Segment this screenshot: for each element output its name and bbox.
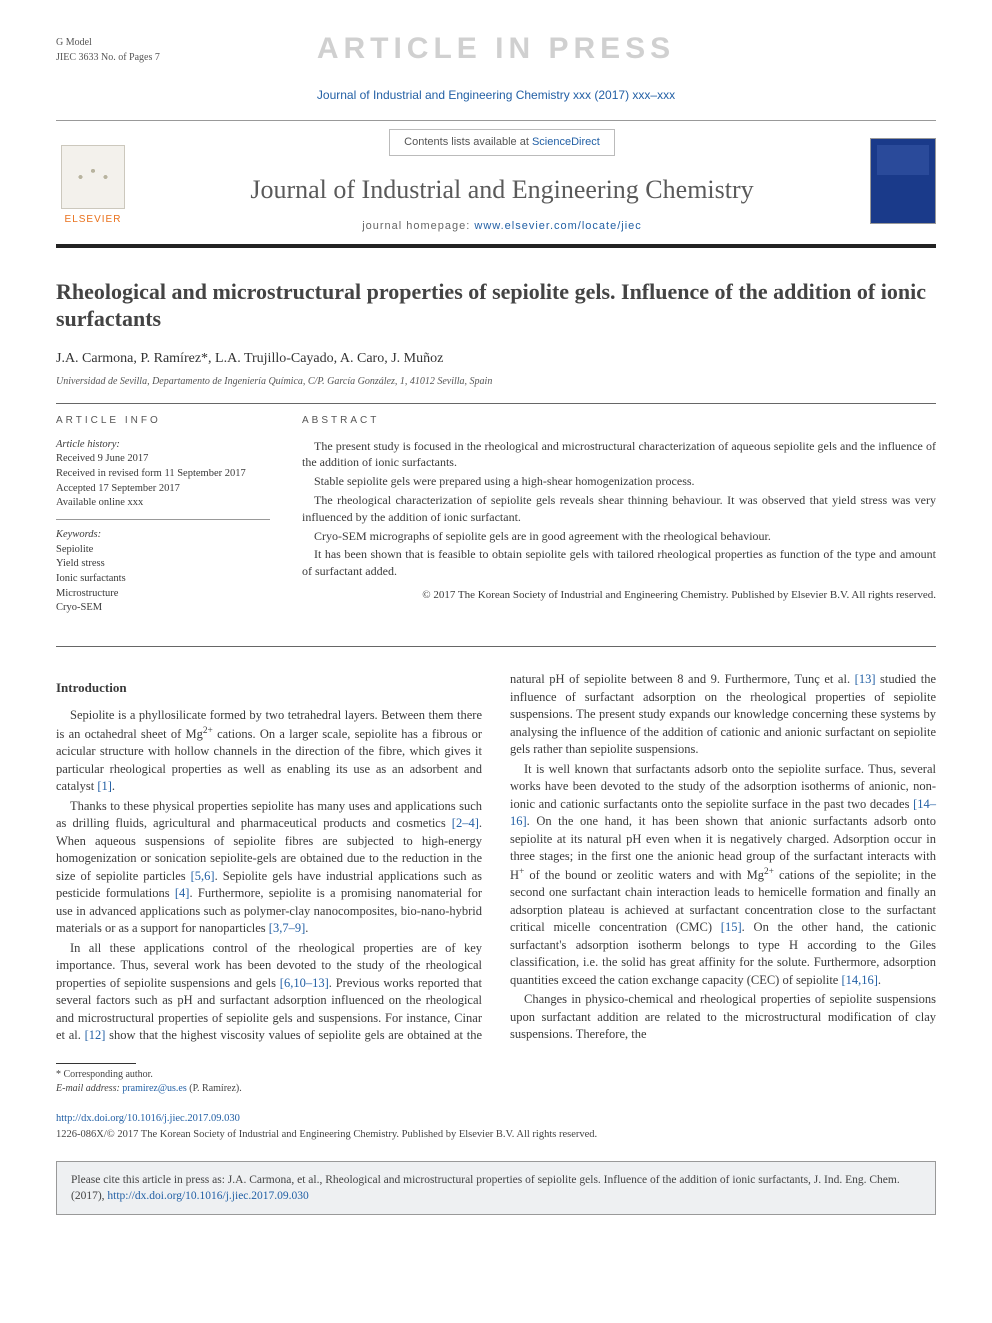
doi-line: http://dx.doi.org/10.1016/j.jiec.2017.09… (56, 1112, 936, 1127)
citation-link[interactable]: [15] (721, 920, 742, 934)
citation-link[interactable]: [2–4] (452, 816, 479, 830)
citation-link[interactable]: [5,6] (191, 869, 215, 883)
abstract-p: Cryo-SEM micrographs of sepiolite gels a… (302, 528, 936, 545)
citation-link[interactable]: [12] (85, 1028, 106, 1042)
citation-link[interactable]: [1] (97, 779, 112, 793)
elsevier-word: ELSEVIER (65, 213, 122, 227)
contents-available: Contents lists available at ScienceDirec… (389, 129, 615, 156)
journal-homepage: journal homepage: www.elsevier.com/locat… (148, 219, 856, 234)
history-accepted: Accepted 17 September 2017 (56, 483, 180, 494)
history-revised: Received in revised form 11 September 20… (56, 468, 246, 479)
citation-box: Please cite this article in press as: J.… (56, 1161, 936, 1215)
citation-link[interactable]: [4] (175, 886, 190, 900)
keyword: Yield stress (56, 558, 105, 569)
doi-link[interactable]: http://dx.doi.org/10.1016/j.jiec.2017.09… (56, 1113, 240, 1124)
abstract-copyright: © 2017 The Korean Society of Industrial … (302, 588, 936, 603)
article-title: Rheological and microstructural properti… (56, 278, 936, 333)
keyword: Sepiolite (56, 544, 93, 555)
history-online: Available online xxx (56, 497, 143, 508)
body-paragraph: Thanks to these physical properties sepi… (56, 798, 482, 938)
citation-doi-link[interactable]: http://dx.doi.org/10.1016/j.jiec.2017.09… (107, 1190, 308, 1202)
elsevier-logo: ELSEVIER (56, 135, 130, 227)
keyword: Ionic surfactants (56, 573, 126, 584)
citation-link[interactable]: [3,7–9] (269, 921, 305, 935)
introduction-heading: Introduction (56, 679, 482, 697)
elsevier-tree-icon (61, 145, 125, 209)
issn-line: 1226-086X/© 2017 The Korean Society of I… (56, 1128, 936, 1143)
abstract-p: The rheological characterization of sepi… (302, 492, 936, 526)
abstract-p: Stable sepiolite gels were prepared usin… (302, 473, 936, 490)
homepage-link[interactable]: www.elsevier.com/locate/jiec (474, 220, 641, 232)
article-info-column: ARTICLE INFO Article history: Received 9… (56, 404, 286, 647)
contents-prefix: Contents lists available at (404, 136, 532, 148)
journal-cover-icon (870, 138, 936, 224)
watermark-text: ARTICLE IN PRESS (317, 28, 675, 70)
citation-link[interactable]: [6,10–13] (280, 976, 329, 990)
abstract-column: ABSTRACT The present study is focused in… (286, 404, 936, 647)
keyword: Cryo-SEM (56, 602, 102, 613)
footnote-rule (56, 1063, 136, 1064)
abstract-head: ABSTRACT (302, 414, 936, 428)
email-link[interactable]: pramirez@us.es (122, 1083, 186, 1094)
sciencedirect-link[interactable]: ScienceDirect (532, 136, 600, 148)
abstract-p: It has been shown that is feasible to ob… (302, 546, 936, 580)
footnote-corresponding: * Corresponding author. (56, 1068, 936, 1082)
history-label: Article history: (56, 439, 120, 450)
homepage-prefix: journal homepage: (362, 220, 474, 232)
authors: J.A. Carmona, P. Ramírez*, L.A. Trujillo… (56, 349, 936, 369)
citation-link[interactable]: [14,16] (841, 973, 877, 987)
article-info-head: ARTICLE INFO (56, 414, 270, 428)
footnote-email: E-mail address: pramirez@us.es (P. Ramír… (56, 1082, 936, 1096)
history-received: Received 9 June 2017 (56, 453, 148, 464)
article-history: Article history: Received 9 June 2017 Re… (56, 438, 270, 520)
journal-header: ELSEVIER Contents lists available at Sci… (56, 120, 936, 248)
keywords-block: Keywords: Sepiolite Yield stress Ionic s… (56, 528, 270, 624)
body-text: Introduction Sepiolite is a phyllosilica… (56, 671, 936, 1045)
journal-title: Journal of Industrial and Engineering Ch… (148, 172, 856, 208)
abstract-p: The present study is focused in the rheo… (302, 438, 936, 472)
body-paragraph: Sepiolite is a phyllosilicate formed by … (56, 707, 482, 796)
journal-reference: Journal of Industrial and Engineering Ch… (56, 87, 936, 104)
body-paragraph: It is well known that surfactants adsorb… (510, 761, 936, 990)
citation-link[interactable]: [13] (855, 672, 876, 686)
keyword: Microstructure (56, 588, 118, 599)
affiliation: Universidad de Sevilla, Departamento de … (56, 375, 936, 389)
keywords-label: Keywords: (56, 529, 101, 540)
body-paragraph: Changes in physico-chemical and rheologi… (510, 991, 936, 1044)
